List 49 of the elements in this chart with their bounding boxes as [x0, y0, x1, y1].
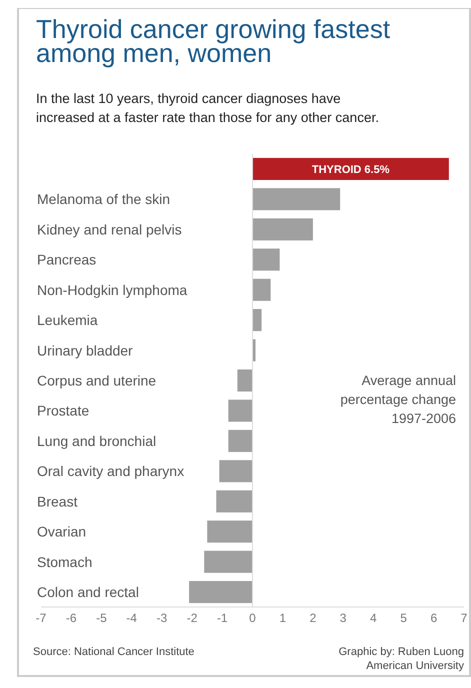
x-tick-label: -5: [96, 611, 108, 625]
y-tick-label: Leukemia: [37, 312, 98, 328]
x-tick-label: 7: [460, 611, 468, 625]
x-tick-label: 3: [340, 611, 347, 625]
y-tick-label: Non-Hodgkin lymphoma: [37, 282, 188, 298]
bar: [252, 218, 313, 240]
source-note: Source: National Cancer Institute: [33, 646, 194, 658]
y-tick-label: Oral cavity and pharynx: [37, 463, 184, 480]
y-tick-label: THYROID 6.5%: [312, 164, 390, 176]
x-tick-label: 1: [279, 611, 286, 625]
x-tick-label: 4: [370, 611, 378, 625]
y-tick-label: Colon and rectal: [37, 584, 139, 600]
y-tick-label: Breast: [37, 493, 78, 510]
y-tick-label: Stomach: [37, 554, 92, 570]
y-tick-label: Urinary bladder: [37, 342, 134, 358]
y-tick-label: Pancreas: [37, 252, 96, 268]
y-tick-label: Melanoma of the skin: [37, 191, 170, 208]
bar: [252, 278, 271, 301]
y-tick-label: Lung and bronchial: [37, 432, 156, 449]
y-tick-label: Ovarian: [37, 524, 86, 540]
bar: [216, 490, 252, 512]
x-tick-label: -2: [186, 611, 198, 625]
bar: [189, 581, 252, 604]
x-tick-label: 6: [430, 611, 438, 625]
y-tick-label: Corpus and uterine: [37, 372, 156, 388]
bar: [228, 400, 252, 422]
bar: [204, 550, 252, 573]
y-tick-label: Prostate: [37, 402, 90, 419]
x-tick-label: 5: [400, 611, 408, 625]
bar: [252, 309, 262, 332]
bar: [252, 188, 340, 210]
text: Graphic by: Ruben Luong American University: [338, 646, 464, 672]
annotation: Average annual percentage change 1997-2006: [340, 373, 456, 426]
x-tick-label: 0: [249, 611, 256, 625]
bar: [252, 248, 280, 271]
chart-subtitle: In the last 10 years, thyroid cancer diagnoses have increased at a faster rate than those for any other cancer.: [36, 91, 379, 125]
bar: [219, 460, 252, 482]
bar: [228, 430, 252, 452]
x-tick-label: -3: [156, 611, 168, 625]
x-tick-label: -4: [126, 611, 138, 625]
chart-title: Thyroid cancer growing fastest among men, women: [36, 14, 391, 68]
x-tick-label: 2: [310, 611, 317, 625]
x-tick-label: -1: [216, 611, 228, 625]
x-tick-label: -7: [36, 611, 47, 625]
bar: [252, 158, 449, 180]
x-tick-label: -6: [66, 611, 77, 625]
bar: [207, 520, 252, 543]
y-tick-label: Kidney and renal pelvis: [37, 221, 182, 238]
bar: [237, 369, 252, 392]
